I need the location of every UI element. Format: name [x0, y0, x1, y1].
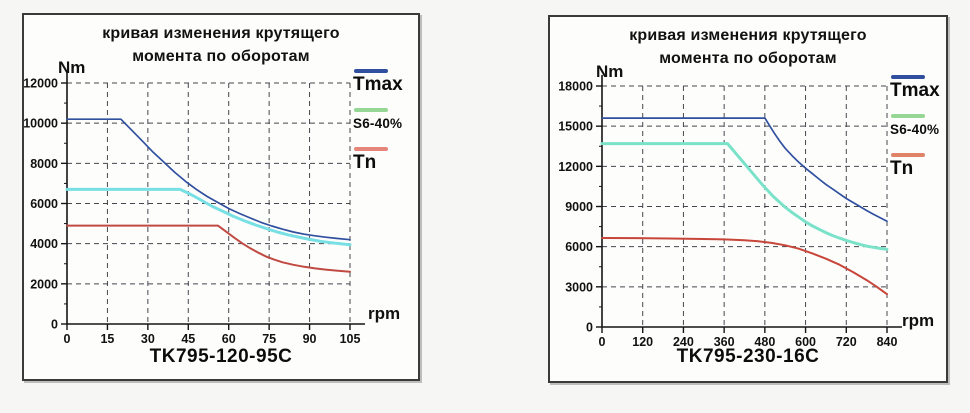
model-name-label: TK795-230-16C: [676, 346, 820, 367]
x-tick-label: 360: [714, 335, 735, 349]
tn-line-swatch: [891, 153, 925, 157]
chart-title: кривая изменения крутящего момента по об…: [24, 22, 418, 68]
tmax-line-swatch: [891, 75, 925, 79]
chart-title-line1: кривая изменения крутящего: [629, 27, 867, 44]
y-tick-label: 9000: [565, 200, 593, 214]
legend: Tmax S6-40% Tn: [890, 75, 956, 192]
curve-tmax: [66, 118, 351, 241]
x-tick-label: 0: [64, 332, 71, 346]
y-tick-label: 12000: [24, 77, 58, 91]
y-tick-label: 12000: [558, 160, 593, 174]
x-tick-label: 60: [222, 332, 236, 346]
x-tick-label: 720: [836, 335, 857, 349]
y-tick-label: 18000: [558, 80, 593, 94]
x-tick-label: 45: [181, 332, 195, 346]
legend-label-tn: Tn: [890, 158, 914, 179]
chart-title-line1: кривая изменения крутящего: [102, 25, 340, 42]
legend-item-tn: Tn: [890, 153, 956, 179]
curve-s6-40-: [65, 187, 352, 247]
legend-label-tmax: Tmax: [890, 80, 940, 101]
y-tick-label: 10000: [24, 117, 58, 131]
x-tick-label: 120: [632, 335, 653, 349]
x-tick-label: 240: [673, 335, 694, 349]
legend-label-tn: Tn: [353, 152, 377, 173]
y-tick-label: 6000: [565, 240, 593, 254]
y-axis-unit-label: Nm: [58, 58, 86, 77]
x-tick-label: 90: [303, 332, 317, 346]
legend: Tmax S6-40% Tn: [353, 69, 419, 186]
x-tick-label: 105: [340, 332, 361, 346]
s6-40-line-swatch: [354, 108, 388, 112]
y-tick-label: 15000: [558, 120, 593, 134]
legend-item-tmax: Tmax: [353, 69, 419, 95]
x-tick-label: 30: [141, 332, 155, 346]
x-tick-label: 15: [100, 332, 114, 346]
curve-tn: [66, 224, 351, 273]
curve-s6-40-: [600, 142, 889, 251]
x-axis-unit-label: rpm: [902, 311, 935, 330]
x-tick-label: 480: [754, 335, 775, 349]
chart-panel-tk795-230: кривая изменения крутящего момента по об…: [548, 15, 948, 383]
y-tick-label: 8000: [30, 157, 58, 171]
y-axis-unit-label: Nm: [596, 62, 624, 81]
y-tick-label: 3000: [565, 280, 593, 294]
legend-label-tmax: Tmax: [353, 74, 403, 95]
plot-area: 0 2000 4000 6000 8000 10000 12000 0 15 30 45 60 75 90…: [24, 72, 365, 346]
y-tick-label: 0: [51, 318, 58, 332]
x-tick-label: 75: [262, 332, 276, 346]
s6-40-line-swatch: [891, 114, 925, 118]
y-tick-label: 6000: [30, 197, 58, 211]
plot-area: 0 3000 6000 9000 12000 15000 18000 0 120 240 360 48…: [558, 75, 902, 349]
chart-title-line2: момента по оборотам: [659, 50, 837, 67]
curve-tmax: [601, 117, 888, 223]
model-name-label: TK795-120-95C: [149, 346, 293, 367]
y-tick-label: 4000: [30, 237, 58, 251]
legend-item-s6-40: S6-40%: [890, 114, 956, 140]
legend-label-s6-40: S6-40%: [890, 122, 940, 137]
legend-label-s6-40: S6-40%: [353, 116, 403, 131]
y-tick-label: 2000: [30, 277, 58, 291]
chart-panel-tk795-120: кривая изменения крутящего момента по об…: [22, 13, 420, 381]
x-tick-label: 0: [599, 335, 606, 349]
legend-item-tn: Tn: [353, 147, 419, 173]
x-tick-label: 840: [877, 335, 898, 349]
legend-item-s6-40: S6-40%: [353, 108, 419, 134]
chart-title: кривая изменения крутящего момента по об…: [550, 24, 946, 70]
x-axis-unit-label: rpm: [368, 304, 401, 323]
legend-item-tmax: Tmax: [890, 75, 956, 101]
x-tick-label: 600: [795, 335, 816, 349]
tn-line-swatch: [354, 147, 388, 151]
chart-title-line2: момента по оборотам: [132, 48, 310, 65]
y-tick-label: 0: [586, 321, 593, 335]
tmax-line-swatch: [354, 69, 388, 73]
curve-tn: [601, 237, 888, 296]
